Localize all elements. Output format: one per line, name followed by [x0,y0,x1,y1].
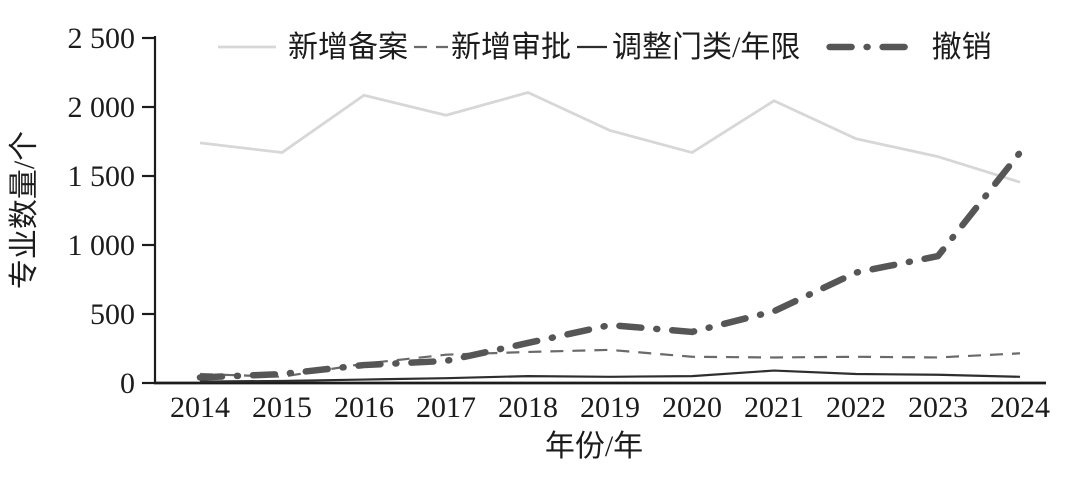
x-tick-label: 2019 [580,391,640,424]
series-line-new-approval [199,348,1021,378]
x-tick-label: 2022 [826,391,886,424]
series-line-revocation [196,149,1024,381]
x-axis-title: 年份/年 [545,430,643,463]
y-tick-label: 2 000 [68,91,136,124]
series-line-category-duration-adjustment [199,369,1021,383]
series-lines [196,91,1024,383]
series-line-new-registration [199,91,1021,184]
legend-label: 调整门类/年限 [612,31,800,64]
x-tick-label: 2014 [170,391,230,424]
y-tick-label: 1 500 [68,160,136,193]
x-tick-label: 2020 [662,391,722,424]
legend-item-new-registration: 新增备案 [218,31,408,64]
legend-item-revocation: 撤销 [826,31,992,64]
x-tick-label: 2016 [334,391,394,424]
x-tick-label: 2018 [498,391,558,424]
legend-label: 新增审批 [451,31,571,64]
x-tick-label: 2024 [990,391,1050,424]
x-tick-label: 2017 [416,391,476,424]
tick-labels: 0 500 1 000 1 500 2 000 2 500 2014 2015 2016 2017… [68,22,1051,424]
x-tick-label: 2021 [744,391,804,424]
legend: 新增备案 新增审批 调整门类/年限 撤销 [218,31,992,64]
legend-item-new-approval: 新增审批 [414,31,571,64]
y-tick-label: 0 [120,367,135,400]
y-tick-label: 2 500 [68,22,136,55]
y-tick-label: 1 000 [68,229,136,262]
x-tick-label: 2015 [252,391,312,424]
y-tick-label: 500 [90,298,135,331]
legend-item-category-duration-adjustment: 调整门类/年限 [577,31,800,64]
legend-label: 新增备案 [288,31,408,64]
legend-label: 撤销 [932,31,992,64]
y-axis-title: 专业数量/个 [8,131,41,289]
x-tick-label: 2023 [908,391,968,424]
axes [142,36,1046,385]
